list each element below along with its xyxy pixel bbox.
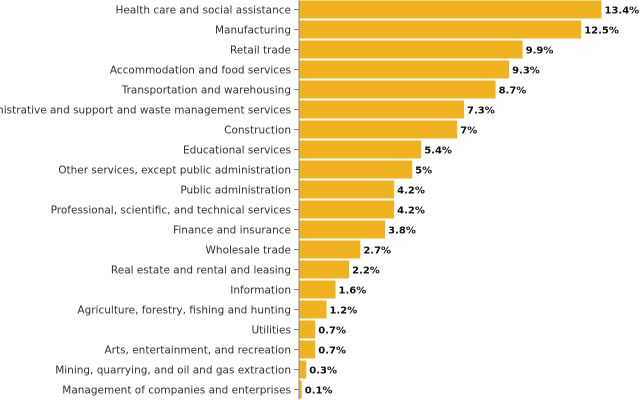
- bar: [299, 380, 302, 399]
- category-label: Arts, entertainment, and recreation: [104, 344, 291, 356]
- bars: [299, 0, 602, 399]
- value-label: 12.5%: [584, 25, 619, 36]
- bar: [299, 100, 465, 119]
- value-label: 9.9%: [526, 45, 554, 56]
- category-label: Public administration: [180, 184, 291, 196]
- category-label: Health care and social assistance: [116, 4, 291, 16]
- bar: [299, 340, 316, 359]
- bar: [299, 320, 316, 339]
- category-label: Utilities: [251, 324, 291, 336]
- bar: [299, 160, 413, 179]
- value-label: 0.7%: [318, 345, 346, 356]
- value-label: 1.6%: [339, 285, 367, 296]
- value-label: 2.2%: [352, 265, 380, 276]
- category-label: Management of companies and enterprises: [62, 384, 291, 396]
- value-label: 0.7%: [318, 325, 346, 336]
- category-label: Manufacturing: [215, 24, 291, 36]
- bar: [299, 140, 422, 159]
- category-label: Finance and insurance: [173, 224, 291, 236]
- bar: [299, 260, 350, 279]
- category-label: Accommodation and food services: [110, 64, 291, 76]
- value-label: 3.8%: [388, 225, 416, 236]
- category-label: Transportation and warehousing: [121, 84, 291, 96]
- value-label: 4.2%: [397, 205, 425, 216]
- bar: [299, 20, 582, 39]
- category-label: Other services, except public administra…: [58, 164, 291, 176]
- bar: [299, 60, 510, 79]
- value-label: 9.3%: [512, 65, 540, 76]
- bar: [299, 0, 602, 19]
- value-label: 5%: [415, 165, 432, 176]
- category-label: Agriculture, forestry, fishing and hunti…: [77, 304, 291, 316]
- value-label: 7%: [460, 125, 477, 136]
- labels: Health care and social assistance 13.4% Ma…: [0, 4, 639, 396]
- value-label: 0.3%: [309, 365, 337, 376]
- category-label: Mining, quarrying, and oil and gas extra…: [55, 364, 291, 376]
- category-axis: [294, 0, 300, 400]
- bar: [299, 80, 496, 99]
- value-label: 0.1%: [305, 385, 333, 396]
- category-label: Educational services: [183, 144, 291, 156]
- category-label: Information: [230, 284, 291, 296]
- bar: [299, 300, 327, 319]
- category-label: Construction: [224, 124, 291, 136]
- bar: [299, 120, 458, 139]
- value-label: 5.4%: [424, 145, 452, 156]
- value-label: 8.7%: [499, 85, 527, 96]
- bar: [299, 280, 336, 299]
- category-label: Retail trade: [230, 44, 291, 56]
- value-label: 7.3%: [467, 105, 495, 116]
- value-label: 2.7%: [363, 245, 391, 256]
- category-label: Administrative and support and waste man…: [0, 104, 291, 116]
- value-label: 4.2%: [397, 185, 425, 196]
- category-label: Real estate and rental and leasing: [111, 264, 291, 276]
- category-label: Professional, scientific, and technical …: [51, 204, 291, 216]
- value-label: 1.2%: [330, 305, 358, 316]
- bar: [299, 240, 361, 259]
- bar: [299, 360, 307, 379]
- bar: [299, 220, 386, 239]
- category-label: Wholesale trade: [206, 244, 291, 256]
- bar: [299, 40, 523, 59]
- bar: [299, 200, 395, 219]
- bar: [299, 180, 395, 199]
- value-label: 13.4%: [605, 5, 640, 16]
